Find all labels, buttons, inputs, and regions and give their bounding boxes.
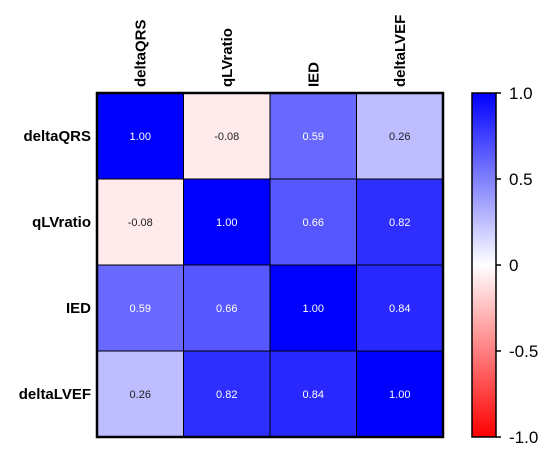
column-label: IED <box>305 62 322 87</box>
heatmap-cell <box>183 92 271 180</box>
cell-value-label: 0.82 <box>389 217 410 229</box>
heatmap-cell <box>269 350 357 438</box>
cell-value-label: 0.66 <box>303 217 324 229</box>
column-label: deltaLVEF <box>392 15 409 87</box>
heatmap-cells: 1.00 -0.08 0.59 0.26 -0.08 1.00 0.66 0.82 0.59 0.… <box>96 92 444 438</box>
cell-value-label: 0.26 <box>389 131 410 143</box>
cell-value-label: -0.08 <box>128 217 153 229</box>
colorbar-ticks: 1.0 0.5 0 -0.5 -1.0 <box>496 84 538 447</box>
cell-value-label: 0.59 <box>130 303 151 315</box>
colorbar-tick-label: -1.0 <box>509 428 538 447</box>
cell-value-label: 1.00 <box>130 131 151 143</box>
cell-value-label: 1.00 <box>303 303 324 315</box>
colorbar <box>471 92 497 438</box>
heatmap-cell <box>183 264 271 352</box>
heatmap-cell <box>183 178 271 266</box>
cell-value-label: 0.84 <box>389 303 410 315</box>
row-label: qLVratio <box>32 214 91 231</box>
cell-value-label: 0.59 <box>303 131 324 143</box>
cell-value-label: 0.66 <box>216 303 237 315</box>
heatmap-cell <box>356 350 444 438</box>
row-label: deltaQRS <box>23 128 91 145</box>
cell-value-label: 1.00 <box>216 217 237 229</box>
heatmap-cell <box>356 92 444 180</box>
row-label: IED <box>66 300 91 317</box>
cell-value-label: -0.08 <box>214 131 239 143</box>
heatmap-cell <box>96 350 184 438</box>
colorbar-tick-label: 1.0 <box>509 84 533 103</box>
row-label: deltaLVEF <box>19 386 91 403</box>
colorbar-tick-label: -0.5 <box>509 342 538 361</box>
cell-value-label: 0.84 <box>303 389 324 401</box>
heatmap-cell <box>96 92 184 180</box>
cell-value-label: 0.26 <box>130 389 151 401</box>
colorbar-tick-label: 0.5 <box>509 170 533 189</box>
colorbar-tick-label: 0 <box>509 256 518 275</box>
column-label: deltaQRS <box>132 19 149 87</box>
heatmap-cell <box>183 350 271 438</box>
cell-value-label: 0.82 <box>216 389 237 401</box>
heatmap-cell <box>96 178 184 266</box>
row-labels: deltaQRS qLVratio IED deltaLVEF <box>19 128 91 403</box>
cell-value-label: 1.00 <box>389 389 410 401</box>
heatmap-border <box>95 91 445 439</box>
column-label: qLVratio <box>219 28 236 87</box>
heatmap-cell <box>356 178 444 266</box>
heatmap-cell <box>356 264 444 352</box>
column-labels: deltaQRS qLVratio IED deltaLVEF <box>132 15 409 87</box>
